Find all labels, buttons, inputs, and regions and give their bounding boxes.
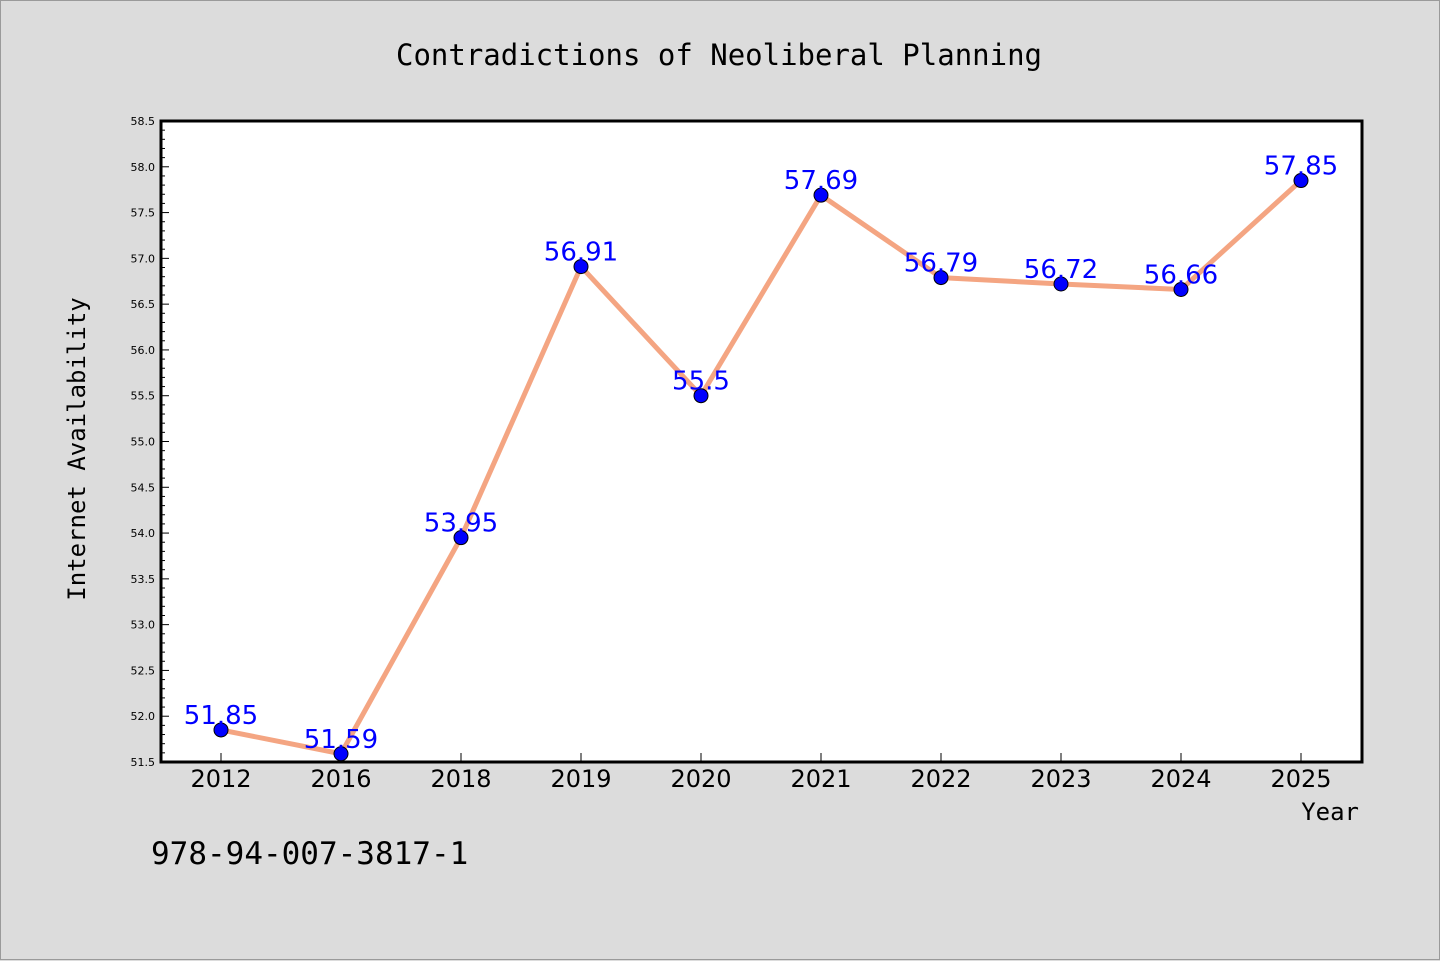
data-label: 56.91 (544, 238, 618, 268)
x-axis: 2012 2016 2018 2019 2020 2021 2022 2023 2024 2025 (190, 753, 1332, 793)
data-point (1293, 173, 1309, 189)
data-label: 51.59 (304, 725, 378, 755)
data-label: 56.72 (1024, 255, 1098, 285)
y-tick-label: 55.5 (131, 390, 156, 403)
data-point (453, 530, 469, 546)
x-tick-label: 2020 (670, 765, 731, 793)
y-tick-label: 53.5 (131, 573, 156, 586)
y-tick-label: 54.0 (131, 527, 156, 540)
data-point (933, 270, 949, 286)
y-tick-label: 58.0 (131, 161, 156, 174)
y-tick-label: 56.0 (131, 344, 156, 357)
series-line-path (220, 178, 1303, 757)
data-label: 55.5 (672, 367, 730, 397)
data-point (333, 746, 349, 762)
data-label: 53.95 (424, 509, 498, 539)
data-label: 56.66 (1144, 260, 1218, 290)
plot-area (159, 119, 1364, 764)
y-tick-label: 52.5 (131, 664, 156, 677)
series-markers (213, 173, 1309, 762)
x-tick-label: 2012 (190, 765, 251, 793)
data-point (1173, 281, 1189, 297)
y-axis: 51.5 52.0 52.5 53.0 53.5 54.0 54.5 55.0 55.5 56.0… (131, 115, 169, 769)
data-point (813, 187, 829, 203)
data-label: 57.69 (784, 166, 858, 196)
data-label: 56.79 (904, 249, 978, 279)
y-tick-label: 55.0 (131, 436, 156, 449)
chart-title: Contradictions of Neoliberal Planning (396, 38, 1042, 72)
x-tick-label: 2022 (910, 765, 971, 793)
x-tick-label: 2016 (310, 765, 371, 793)
data-point (693, 388, 709, 404)
data-point (1053, 276, 1069, 292)
data-label: 51.85 (184, 701, 258, 731)
y-tick-label: 54.5 (131, 481, 156, 494)
data-label: 57.85 (1264, 152, 1338, 182)
y-tick-label: 51.5 (131, 756, 156, 769)
data-point (213, 722, 229, 738)
x-tick-label: 2025 (1270, 765, 1331, 793)
x-tick-label: 2019 (550, 765, 611, 793)
y-tick-label: 53.0 (131, 619, 156, 632)
y-axis-label: Internet Availability (63, 297, 91, 600)
y-tick-label: 57.5 (131, 207, 156, 220)
y-tick-label: 57.0 (131, 252, 156, 265)
x-tick-label: 2021 (790, 765, 851, 793)
y-tick-label: 52.0 (131, 710, 156, 723)
series-line (220, 178, 1303, 757)
x-tick-label: 2023 (1030, 765, 1091, 793)
y-tick-label: 58.5 (131, 115, 156, 128)
x-tick-label: 2024 (1150, 765, 1211, 793)
y-tick-label: 56.5 (131, 298, 156, 311)
isbn-text: 978-94-007-3817-1 (151, 836, 468, 872)
data-labels: 51.85 51.59 53.95 56.91 55.5 57.69 56.79 56.72 5… (184, 152, 1338, 755)
x-tick-label: 2018 (430, 765, 491, 793)
data-point (573, 259, 589, 275)
x-axis-label: Year (1301, 798, 1359, 826)
